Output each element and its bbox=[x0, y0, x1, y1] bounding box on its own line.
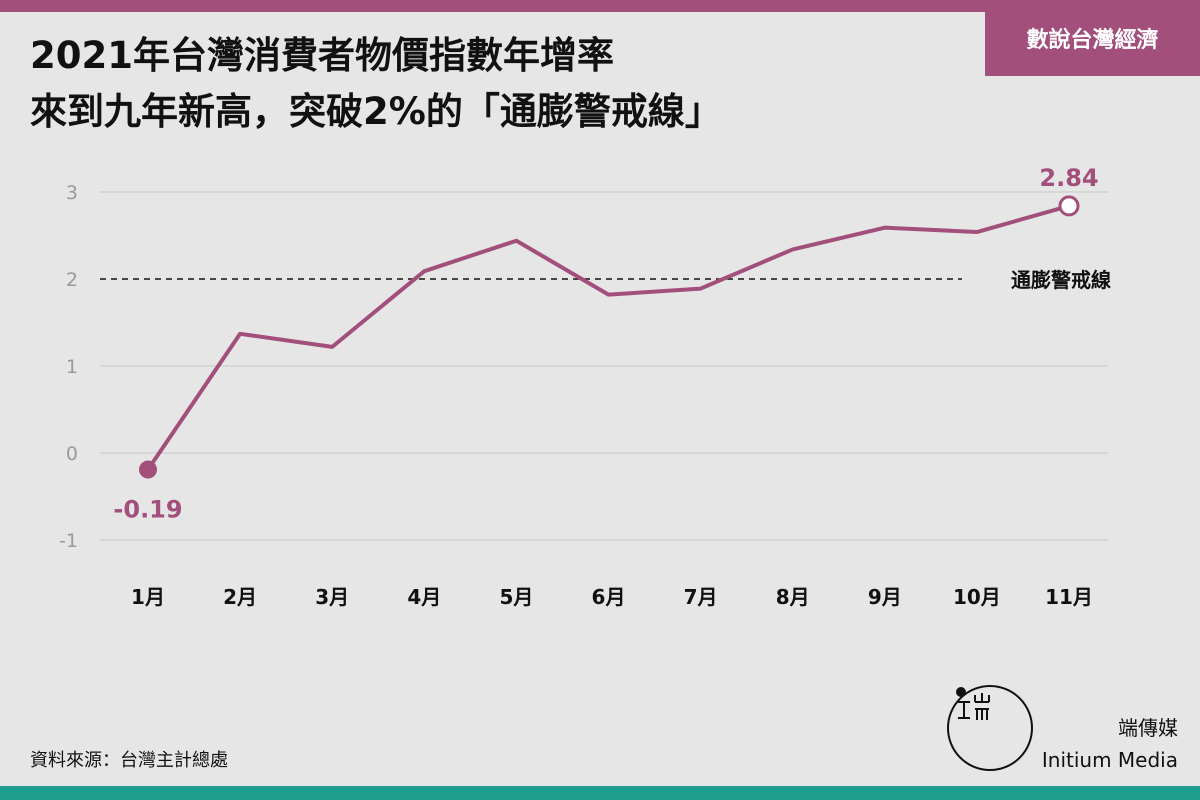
y-tick-label: 1 bbox=[66, 356, 78, 378]
series-tag: 數說台灣經濟 bbox=[985, 0, 1200, 76]
x-tick-label: 3月 bbox=[315, 585, 349, 609]
x-tick-label: 1月 bbox=[131, 585, 165, 609]
chart-title: 2021年台灣消費者物價指數年增率 來到九年新高，突破2%的「通膨警戒線」 bbox=[30, 28, 722, 140]
y-tick-label: 0 bbox=[66, 443, 78, 465]
series-layer bbox=[139, 195, 1080, 479]
y-tick-label: 2 bbox=[66, 269, 78, 291]
x-tick-label: 11月 bbox=[1045, 585, 1093, 609]
first-value-label: -0.19 bbox=[113, 496, 182, 524]
source-note: 資料來源：台灣主計總處 bbox=[30, 750, 228, 771]
title-line-2: 來到九年新高，突破2%的「通膨警戒線」 bbox=[30, 90, 722, 133]
x-tick-label: 7月 bbox=[684, 585, 718, 609]
label-layer: 1月 2月 3月 4月 5月 6月 7月 8月 9月 10月 11月 -0.19 2.84 bbox=[113, 164, 1098, 609]
y-tick-label: 3 bbox=[66, 182, 78, 204]
x-tick-label: 10月 bbox=[953, 585, 1001, 609]
x-tick-label: 5月 bbox=[499, 585, 533, 609]
bottom-accent-bar bbox=[0, 786, 1200, 800]
inflation-threshold-label: 通膨警戒線 bbox=[1011, 268, 1111, 292]
initium-logo-icon bbox=[947, 685, 1033, 771]
brand-name-cn: 端傳媒 bbox=[1118, 716, 1178, 740]
last-value-label: 2.84 bbox=[1039, 164, 1098, 192]
x-tick-label: 8月 bbox=[776, 585, 810, 609]
x-tick-label: 4月 bbox=[407, 585, 441, 609]
y-tick-label: -1 bbox=[59, 530, 78, 552]
brand-name-en: Initium Media bbox=[1041, 748, 1178, 772]
top-accent-bar bbox=[0, 0, 1200, 12]
x-tick-label: 2月 bbox=[223, 585, 257, 609]
first-point-marker bbox=[139, 460, 157, 479]
title-line-1: 2021年台灣消費者物價指數年增率 bbox=[30, 34, 614, 77]
reference-layer: 通膨警戒線 bbox=[100, 268, 1111, 292]
grid-layer: 3 2 1 0 -1 bbox=[59, 182, 1108, 552]
x-tick-label: 9月 bbox=[868, 585, 902, 609]
brand-name: 端傳媒 Initium Media bbox=[1042, 712, 1178, 776]
x-tick-label: 6月 bbox=[592, 585, 626, 609]
series-line bbox=[146, 203, 1071, 472]
last-point-marker bbox=[1058, 195, 1080, 217]
